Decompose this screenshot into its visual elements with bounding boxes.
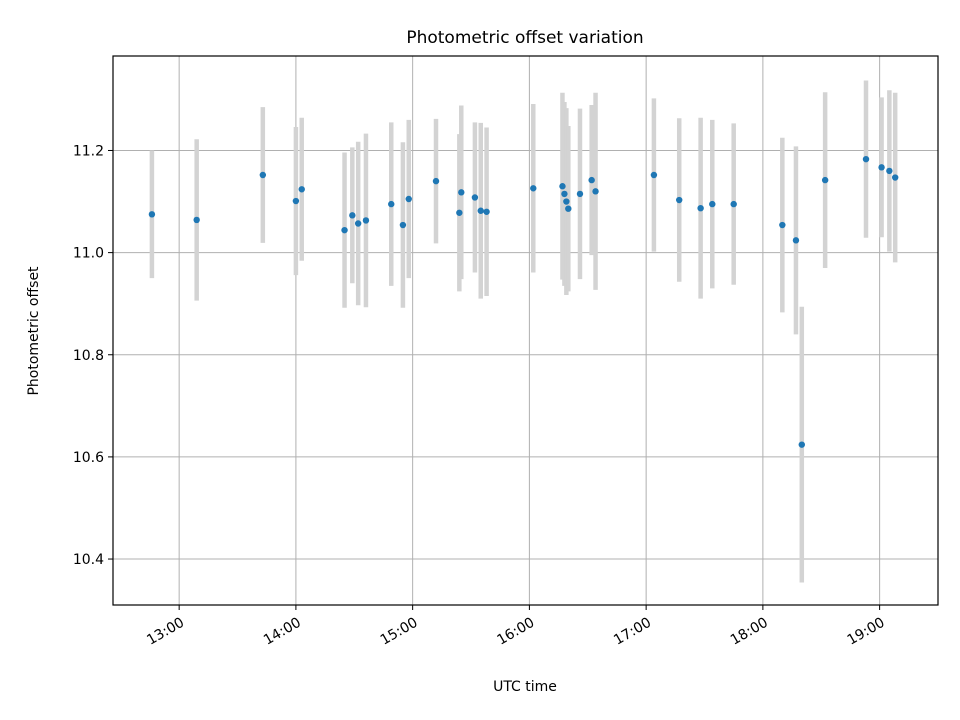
x-axis-ticks: 13:00 14:00 15:00 16:00 17:00 18:00 19:00 — [144, 605, 888, 649]
data-point — [565, 205, 572, 212]
x-axis-label: UTC time — [493, 679, 557, 695]
data-point — [798, 441, 805, 448]
data-point — [792, 237, 800, 244]
x-tick-label: 14:00 — [261, 615, 304, 649]
error-bars — [149, 80, 898, 583]
data-point — [388, 200, 395, 208]
y-tick-label: 11.2 — [73, 143, 104, 159]
data-point — [399, 221, 407, 229]
x-tick-label: 18:00 — [728, 615, 771, 649]
data-point — [458, 189, 465, 196]
data-point — [456, 209, 463, 216]
data-point — [259, 171, 267, 179]
x-tick-label: 15:00 — [378, 615, 421, 649]
data-points — [148, 155, 899, 448]
data-point — [891, 174, 899, 181]
data-point — [349, 212, 356, 219]
data-point — [559, 183, 566, 190]
data-point — [483, 208, 490, 215]
data-point — [588, 176, 595, 184]
x-tick-label: 19:00 — [845, 615, 888, 649]
data-point — [341, 226, 348, 234]
data-point — [530, 185, 537, 192]
data-point — [576, 190, 584, 198]
y-axis-ticks: 10.4 10.6 10.8 11.0 11.2 — [73, 143, 113, 568]
data-point — [779, 221, 786, 229]
x-tick-label: 16:00 — [494, 615, 537, 649]
y-tick-label: 10.6 — [73, 450, 104, 466]
x-tick-label: 17:00 — [611, 615, 654, 649]
data-point — [193, 216, 200, 224]
data-point — [862, 155, 870, 163]
grid — [113, 56, 938, 605]
data-point — [878, 164, 885, 171]
data-point — [730, 200, 737, 208]
y-tick-label: 10.4 — [73, 552, 104, 568]
data-point — [148, 211, 156, 218]
data-point — [405, 195, 412, 203]
data-point — [362, 217, 370, 224]
x-tick-label: 13:00 — [144, 615, 187, 649]
data-point — [676, 196, 683, 204]
y-tick-label: 11.0 — [73, 246, 104, 262]
y-tick-label: 10.8 — [73, 348, 104, 364]
data-point — [697, 204, 704, 212]
data-point — [354, 220, 362, 227]
y-axis-label: Photometric offset — [26, 266, 42, 396]
data-point — [563, 198, 570, 205]
data-point — [709, 200, 716, 208]
data-point — [471, 194, 479, 201]
data-point — [298, 186, 305, 193]
data-point — [432, 177, 440, 185]
data-point — [292, 197, 300, 205]
data-point — [821, 176, 829, 184]
data-point — [477, 207, 484, 214]
data-point — [592, 188, 599, 195]
plot-frame — [112, 55, 939, 606]
data-point — [561, 190, 568, 198]
data-point — [886, 167, 893, 175]
chart-title: Photometric offset variation — [406, 28, 643, 48]
data-point — [650, 171, 658, 179]
